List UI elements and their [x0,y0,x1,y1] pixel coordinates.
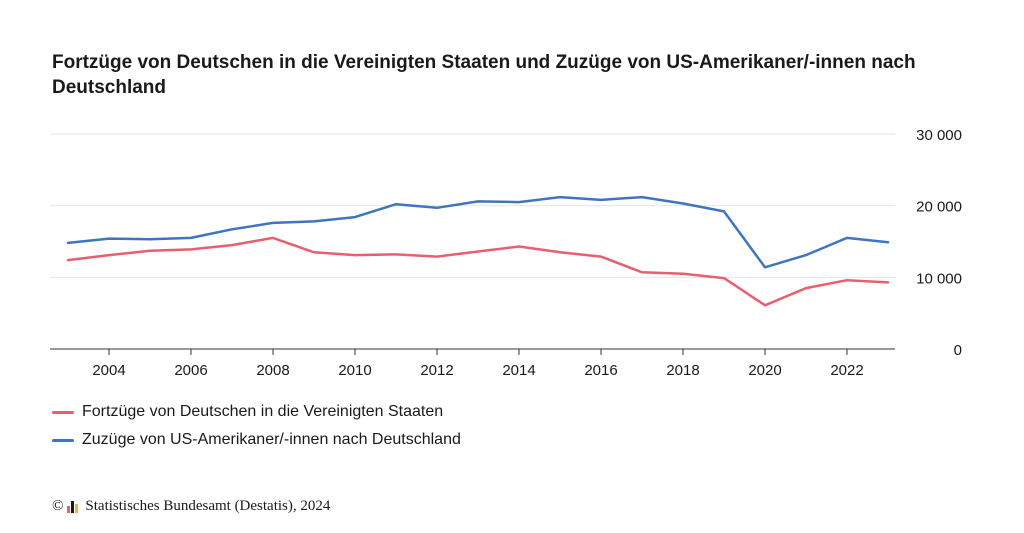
x-tick-label: 2020 [748,362,781,379]
y-tick-label: 0 [954,342,962,359]
legend-item-fortzuege[interactable]: Fortzüge von Deutschen in die Vereinigte… [52,398,461,426]
x-tick-label: 2010 [338,362,371,379]
x-tick-label: 2016 [584,362,617,379]
legend-swatch-fortzuege [52,410,74,414]
legend: Fortzüge von Deutschen in die Vereinigte… [52,398,461,454]
x-tick-label: 2022 [830,362,863,379]
x-tick-label: 2004 [92,362,125,379]
legend-label-fortzuege: Fortzüge von Deutschen in die Vereinigte… [82,403,444,420]
series-lines [66,195,890,307]
series-line-0[interactable] [66,236,890,307]
x-axis: 2004 2006 2008 2010 2012 2014 2016 2018 2020 2022 [50,348,895,379]
x-tick-label: 2014 [502,362,535,379]
y-tick-label: 30 000 [916,127,962,144]
series-line-1[interactable] [66,195,890,269]
y-axis: 0 10 000 20 000 30 000 [916,127,962,359]
source-text: Statistisches Bundesamt (Destatis), 2024 [85,498,331,514]
line-chart: 2004 2006 2008 2010 2012 2014 2016 2018 2020 2022… [50,127,962,379]
x-tick-label: 2018 [666,362,699,379]
y-tick-label: 10 000 [916,270,962,287]
source-footer: © Statistisches Bundesamt (Destatis), 20… [52,498,330,515]
chart-title: Fortzüge von Deutschen in die Vereinigte… [52,52,916,98]
x-tick-label: 2012 [420,362,453,379]
destatis-logo-icon [67,500,79,513]
copyright-symbol: © [52,498,64,514]
legend-swatch-zuzuege [52,438,74,442]
legend-item-zuzuege[interactable]: Zuzüge von US-Amerikaner/-innen nach Deu… [52,426,461,454]
y-tick-label: 20 000 [916,199,962,216]
legend-label-zuzuege: Zuzüge von US-Amerikaner/-innen nach Deu… [82,431,461,448]
x-tick-label: 2006 [174,362,207,379]
gridlines [50,133,895,278]
x-tick-label: 2008 [256,362,289,379]
